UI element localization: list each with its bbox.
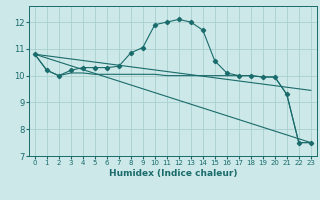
X-axis label: Humidex (Indice chaleur): Humidex (Indice chaleur) <box>108 169 237 178</box>
